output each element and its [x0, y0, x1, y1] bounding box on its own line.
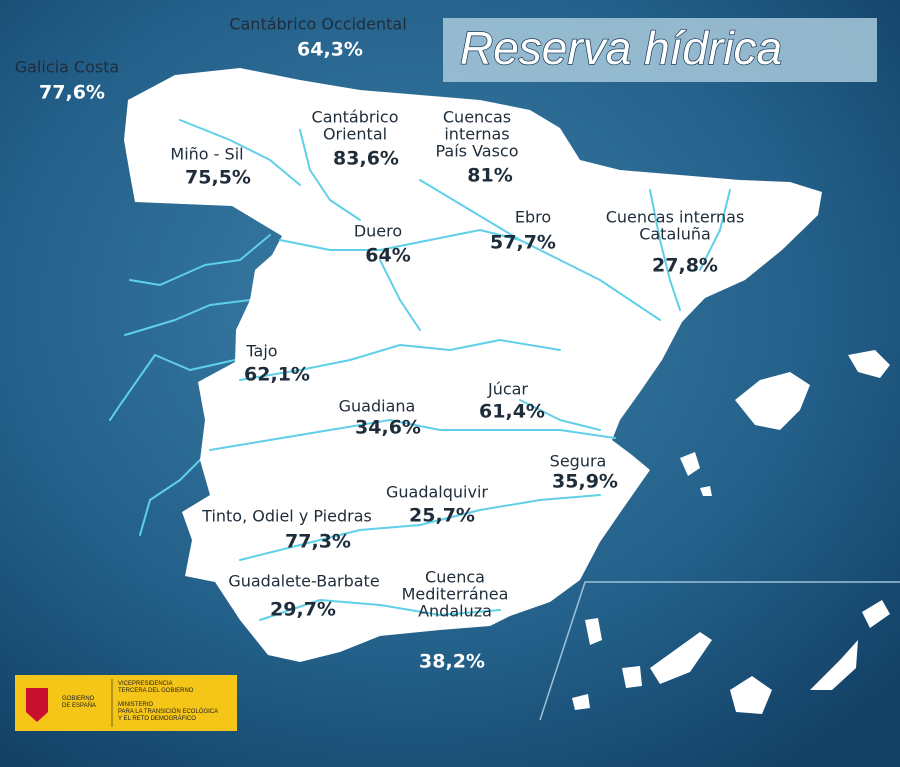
basin-value: 62,1% [244, 364, 310, 386]
basin-name: internas [444, 125, 509, 144]
basin-name: Andaluza [418, 602, 492, 621]
basin-value: 64% [365, 245, 410, 267]
basin-name: Guadalquivir [386, 483, 488, 502]
logo-ministry: Y EL RETO DEMOGRÁFICO [118, 715, 196, 722]
basin-value: 34,6% [355, 417, 421, 439]
logo-vicepresidency: VICEPRESIDENCIA [118, 681, 173, 687]
basin-name: Oriental [323, 125, 387, 144]
basin-name: Mediterránea [402, 585, 509, 604]
basin-name: País Vasco [435, 142, 518, 161]
canary-islands [572, 600, 890, 714]
basin-name: Segura [550, 452, 607, 471]
basin-value: 35,9% [552, 471, 618, 493]
basin-value: 64,3% [297, 39, 363, 61]
basin-name: Ebro [515, 208, 551, 227]
basin-name: Cuencas internas [606, 208, 745, 227]
basin-value: 61,4% [479, 401, 545, 423]
logo-ministry: PARA LA TRANSICIÓN ECOLÓGICA [118, 708, 218, 715]
basin-name: Cataluña [639, 225, 711, 244]
basin-name: Cuenca [425, 568, 485, 587]
basin-value: 38,2% [419, 651, 485, 673]
spain-mainland [124, 68, 822, 662]
basin-name: Tinto, Odiel y Piedras [201, 507, 372, 526]
basin-value: 77,6% [39, 82, 105, 104]
basin-name: Cantábrico Occidental [229, 15, 406, 34]
spain-rivers [179, 119, 731, 621]
logo-ministry: MINISTERIO [118, 702, 153, 708]
basin-value: 81% [467, 165, 512, 187]
portugal-rivers [109, 234, 271, 536]
basin-name: Tajo [245, 342, 277, 361]
logo-government: DE ESPAÑA [62, 702, 96, 709]
logo-emblem [26, 688, 48, 722]
basin-value: 25,7% [409, 505, 475, 527]
basin-name: Cuencas [443, 108, 511, 127]
basin-value: 77,3% [285, 531, 351, 553]
basin-name: Guadalete-Barbate [228, 572, 379, 591]
basin-value: 27,8% [652, 255, 718, 277]
basin-name: Cantábrico [312, 108, 399, 127]
basin-value: 83,6% [333, 148, 399, 170]
balearic-islands [680, 350, 890, 496]
logo-vicepresidency: TERCERA DEL GOBIERNO [118, 688, 194, 694]
basin-name: Júcar [487, 380, 528, 399]
title-box [443, 18, 877, 82]
basin-value: 57,7% [490, 232, 556, 254]
title: Reserva hídrica [460, 22, 782, 74]
basin-value: 29,7% [270, 599, 336, 621]
basin-value: 75,5% [185, 167, 251, 189]
basin-name: Miño - Sil [170, 145, 243, 164]
basin-name: Guadiana [339, 397, 416, 416]
basin-name: Duero [354, 222, 402, 241]
basin-name: Galicia Costa [15, 58, 120, 77]
logo-government: GOBIERNO [62, 696, 95, 702]
canary-frame [539, 581, 900, 721]
